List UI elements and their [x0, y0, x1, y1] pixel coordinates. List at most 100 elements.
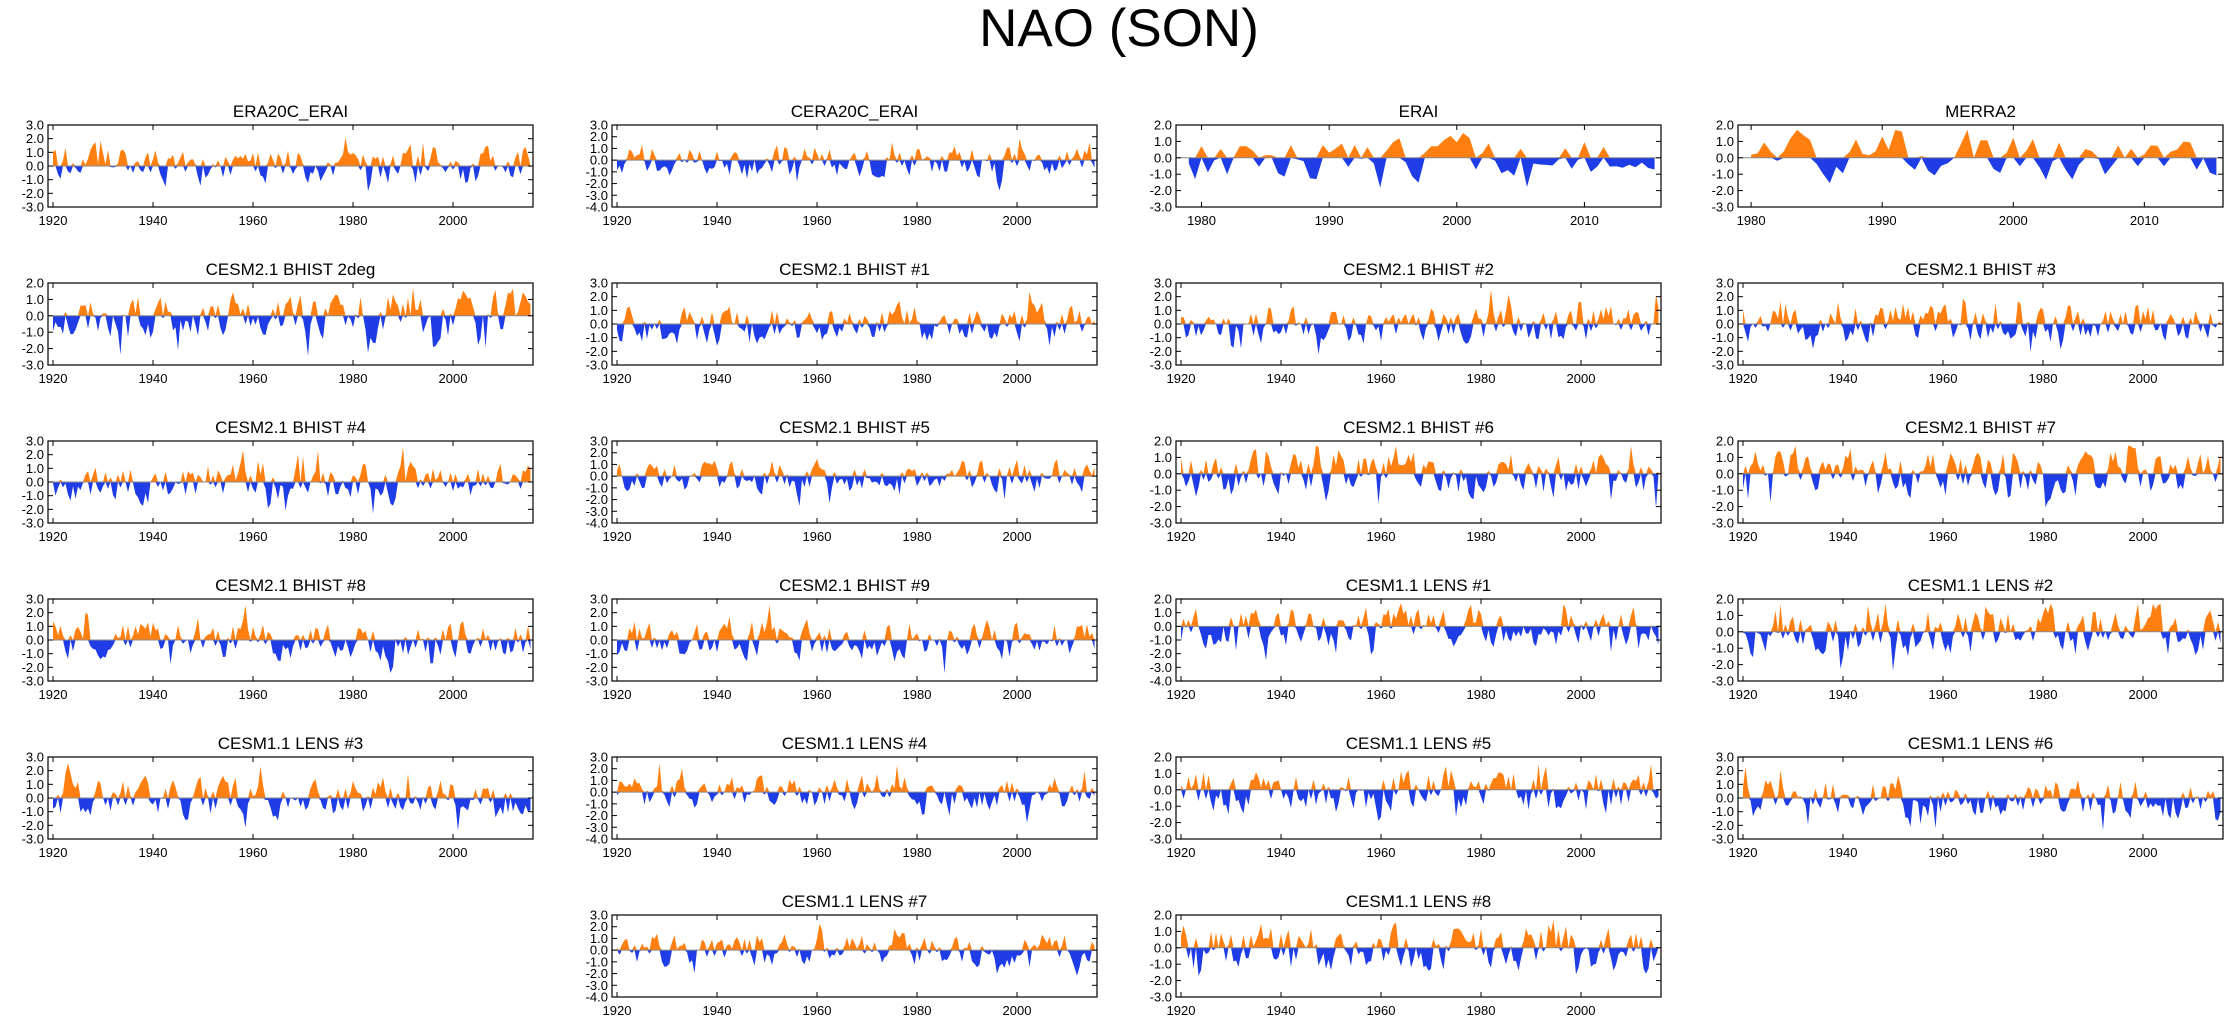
- x-tick-label: 1940: [1267, 687, 1296, 702]
- y-tick-label: -1.0: [1712, 641, 1734, 656]
- y-tick-label: 3.0: [26, 750, 44, 765]
- x-tick-label: 1920: [1729, 845, 1758, 860]
- y-tick-label: -3.0: [1150, 660, 1172, 675]
- y-tick-label: 0.0: [1154, 782, 1172, 797]
- x-tick-label: 1960: [239, 529, 268, 544]
- x-tick-label: 1920: [1167, 845, 1196, 860]
- plot-frame: [1175, 914, 1662, 998]
- x-tick-label: 1980: [2029, 371, 2058, 386]
- x-tick-label: 1940: [1267, 1003, 1296, 1018]
- x-tick-label: 2000: [439, 529, 468, 544]
- x-tick-label: 2000: [1567, 687, 1596, 702]
- x-tick-label: 1980: [2029, 529, 2058, 544]
- x-tick-label: 1960: [803, 529, 832, 544]
- x-tick-label: 1960: [1929, 371, 1958, 386]
- positive-anomaly-area: [53, 763, 531, 798]
- y-tick-label: -2.0: [1150, 815, 1172, 830]
- y-tick-label: 0.0: [1154, 150, 1172, 165]
- y-tick-label: 1.0: [590, 141, 608, 156]
- x-tick-label: 2000: [2129, 845, 2158, 860]
- y-tick-label: 1.0: [590, 931, 608, 946]
- x-tick-label: 1980: [1737, 213, 1766, 228]
- x-tick-label: 1960: [239, 845, 268, 860]
- negative-anomaly-area: [53, 315, 531, 356]
- y-tick-label: 2.0: [590, 129, 608, 144]
- x-tick-label: 1960: [1367, 845, 1396, 860]
- x-tick-label: 2000: [1999, 213, 2028, 228]
- y-tick-label: 1.0: [1154, 924, 1172, 939]
- y-tick-label: 0.0: [590, 469, 608, 484]
- x-tick-label: 2000: [1003, 1003, 1032, 1018]
- plot-frame: [611, 914, 1098, 998]
- chart-panel: CESM2.1 BHIST #4 3.02.01.00.0-1.0-2.0-3.0…: [22, 418, 534, 544]
- x-tick-label: 2000: [2129, 529, 2158, 544]
- negative-anomaly-area: [1181, 947, 1659, 976]
- y-tick-label: 2.0: [590, 605, 608, 620]
- y-tick-label: -2.0: [22, 186, 44, 201]
- y-tick-label: -1.0: [586, 330, 608, 345]
- y-tick-label: 2.0: [1716, 118, 1734, 133]
- chart-panel: CESM2.1 BHIST #5 3.02.01.00.0-1.0-2.0-3.0…: [586, 418, 1098, 544]
- y-tick-label: -4.0: [586, 200, 608, 215]
- plot-frame: [47, 282, 534, 366]
- y-tick-label: 2.0: [1154, 289, 1172, 304]
- y-tick-label: -1.0: [22, 646, 44, 661]
- x-tick-label: 1940: [1829, 845, 1858, 860]
- x-tick-label: 1980: [2029, 687, 2058, 702]
- y-tick-label: -2.0: [586, 660, 608, 675]
- y-tick-label: -2.0: [22, 818, 44, 833]
- y-tick-label: 0.0: [26, 791, 44, 806]
- x-tick-label: 1940: [703, 845, 732, 860]
- y-tick-label: 2.0: [26, 131, 44, 146]
- chart-panel: CESM1.1 LENS #4 3.02.01.00.0-1.0-2.0-3.0-…: [586, 734, 1098, 860]
- panel-title: CESM2.1 BHIST #6: [1343, 418, 1494, 437]
- y-tick-label: -1.0: [1150, 483, 1172, 498]
- x-tick-label: 1940: [703, 687, 732, 702]
- x-tick-label: 1960: [239, 371, 268, 386]
- y-tick-label: 1.0: [26, 292, 44, 307]
- y-tick-label: -2.0: [1712, 657, 1734, 672]
- x-tick-label: 1920: [1167, 529, 1196, 544]
- y-tick-label: -1.0: [1150, 633, 1172, 648]
- y-tick-label: -3.0: [22, 516, 44, 531]
- x-tick-label: 1980: [2029, 845, 2058, 860]
- y-tick-label: -1.0: [1150, 957, 1172, 972]
- y-tick-label: -3.0: [1150, 832, 1172, 847]
- x-tick-label: 1980: [903, 213, 932, 228]
- y-tick-label: -4.0: [586, 516, 608, 531]
- x-tick-label: 1980: [339, 845, 368, 860]
- y-tick-label: -3.0: [586, 674, 608, 689]
- y-tick-label: -3.0: [1712, 200, 1734, 215]
- x-tick-label: 1960: [803, 687, 832, 702]
- y-tick-label: 0.0: [26, 308, 44, 323]
- x-tick-label: 1940: [703, 529, 732, 544]
- plot-frame: [611, 124, 1098, 208]
- x-tick-label: 1920: [603, 845, 632, 860]
- x-tick-label: 1980: [1467, 371, 1496, 386]
- y-tick-label: -1.0: [586, 796, 608, 811]
- x-tick-label: 1960: [1929, 845, 1958, 860]
- panel-title: CESM1.1 LENS #5: [1346, 734, 1492, 753]
- y-tick-label: 3.0: [590, 434, 608, 449]
- y-tick-label: -2.0: [1150, 646, 1172, 661]
- x-tick-label: 1960: [1367, 687, 1396, 702]
- panel-title: CESM1.1 LENS #3: [218, 734, 364, 753]
- x-tick-label: 2000: [439, 213, 468, 228]
- x-tick-label: 1940: [139, 845, 168, 860]
- x-tick-label: 1940: [139, 687, 168, 702]
- y-tick-label: 0.0: [26, 475, 44, 490]
- y-tick-label: 3.0: [1716, 276, 1734, 291]
- negative-anomaly-area: [1743, 798, 2221, 831]
- y-tick-label: -2.0: [22, 660, 44, 675]
- y-tick-label: 2.0: [1154, 434, 1172, 449]
- y-tick-label: -1.0: [22, 325, 44, 340]
- x-tick-label: 2010: [1570, 213, 1599, 228]
- positive-anomaly-area: [1751, 129, 2217, 158]
- x-tick-label: 1940: [703, 371, 732, 386]
- y-tick-label: -3.0: [586, 978, 608, 993]
- y-tick-label: 3.0: [26, 118, 44, 133]
- x-tick-label: 1960: [803, 1003, 832, 1018]
- x-tick-label: 1920: [39, 687, 68, 702]
- x-tick-label: 1980: [1467, 845, 1496, 860]
- positive-anomaly-area: [53, 287, 531, 316]
